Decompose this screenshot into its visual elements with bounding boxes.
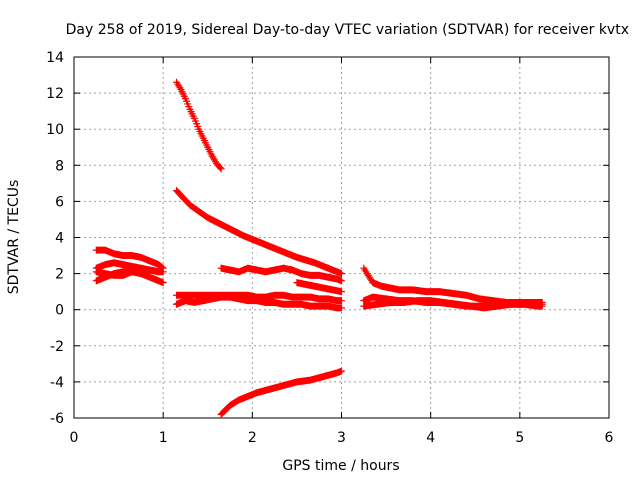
data-point-markers [217, 367, 345, 418]
data-point-markers [360, 297, 546, 312]
x-tick-label: 3 [337, 430, 346, 446]
series-track-10 [173, 293, 345, 312]
x-tick-label: 0 [70, 430, 79, 446]
y-tick-label: 4 [55, 231, 64, 247]
x-axis-label: GPS time / hours [282, 458, 399, 474]
data-point-markers [173, 78, 225, 173]
series-track-6 [173, 187, 345, 278]
y-tick-label: 10 [46, 122, 64, 138]
y-tick-label: 14 [46, 50, 64, 66]
data-point-markers [92, 266, 163, 279]
data-point-markers [173, 187, 345, 278]
grid [74, 57, 609, 418]
series-track-11 [217, 367, 345, 418]
series-track-8 [293, 279, 345, 296]
x-tick-label: 6 [605, 430, 614, 446]
y-tick-label: 12 [46, 86, 64, 102]
series-track-5 [173, 78, 225, 173]
series-track-4 [92, 266, 163, 279]
y-tick-label: -6 [50, 411, 64, 427]
data-points [92, 78, 546, 418]
y-tick-label: -4 [50, 375, 64, 391]
y-tick-label: 6 [55, 194, 64, 210]
y-tick-label: 2 [55, 267, 64, 283]
data-point-markers [293, 279, 345, 296]
data-point-markers [217, 264, 345, 285]
data-point-markers [173, 293, 345, 312]
y-axis-label: SDTVAR / TECUs [6, 180, 22, 295]
series-track-7 [217, 264, 345, 285]
y-tick-label: 0 [55, 303, 64, 319]
x-tick-label: 5 [515, 430, 524, 446]
y-tick-label: -2 [50, 339, 64, 355]
x-tick-label: 2 [248, 430, 257, 446]
data-point-markers [92, 246, 167, 272]
chart-title: Day 258 of 2019, Sidereal Day-to-day VTE… [66, 22, 629, 38]
y-tick-label: 8 [55, 158, 64, 174]
x-tick-label: 1 [159, 430, 168, 446]
x-tick-label: 4 [426, 430, 435, 446]
series-track-14 [360, 297, 546, 312]
series-track-1 [92, 246, 167, 272]
